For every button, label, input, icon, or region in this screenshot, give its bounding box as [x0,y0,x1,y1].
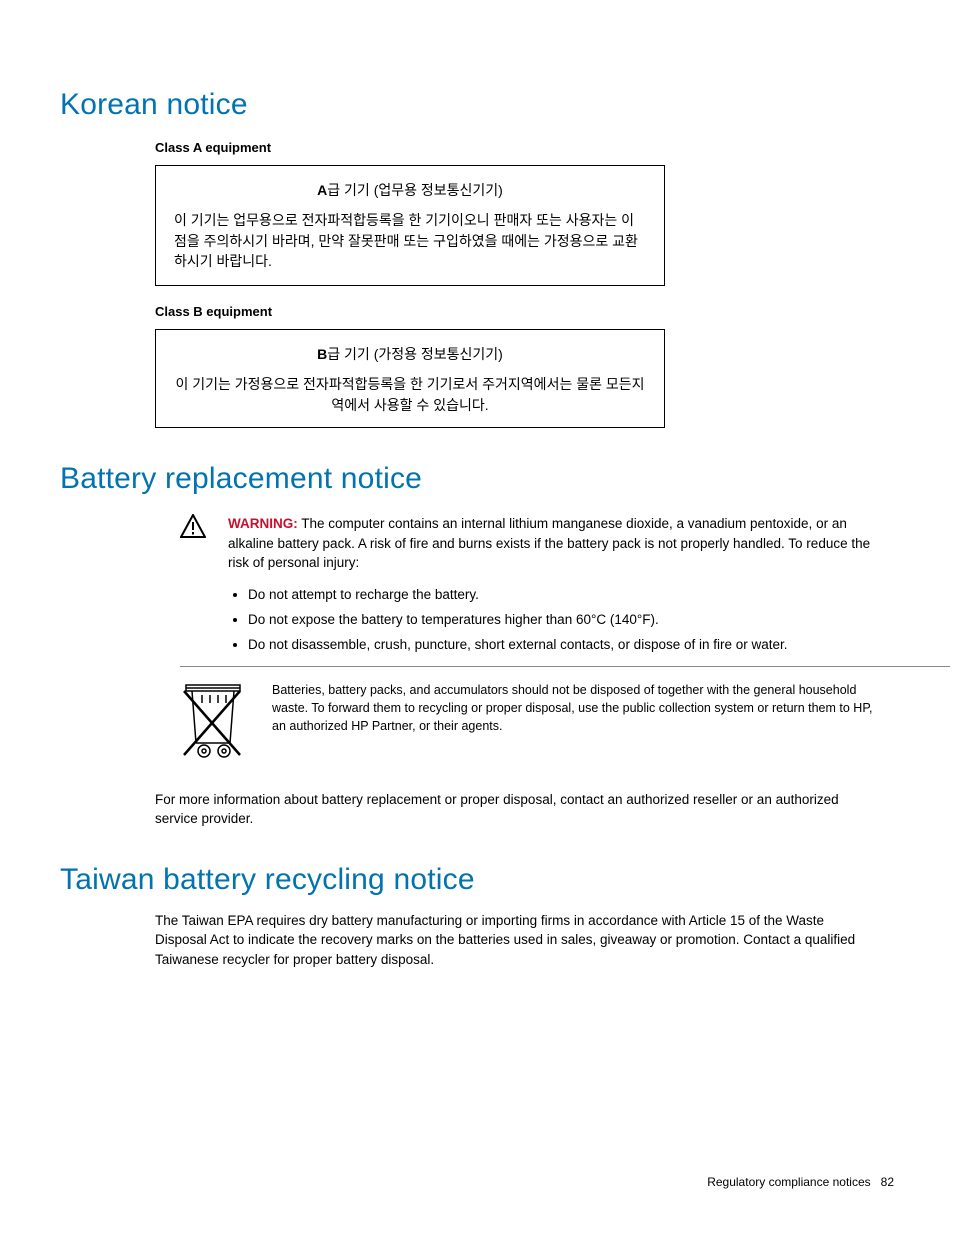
heading-taiwan-recycling: Taiwan battery recycling notice [60,863,894,897]
disposal-text: Batteries, battery packs, and accumulato… [272,681,874,768]
korean-class-b-body: 이 기기는 가정용으로 전자파적합등록을 한 기기로서 주거지역에서는 물론 모… [174,374,646,415]
bullet-item: Do not disassemble, crush, puncture, sho… [248,633,874,658]
footer-section: Regulatory compliance notices [707,1175,870,1189]
korean-class-b-rest: 급 기기 (가정용 정보통신기기) [327,346,503,362]
heading-korean-notice: Korean notice [60,88,894,122]
korean-class-a-rest: 급 기기 (업무용 정보통신기기) [327,182,503,198]
more-info-text: For more information about battery repla… [155,790,894,829]
korean-class-a-title: A급 기기 (업무용 정보통신기기) [174,180,646,200]
taiwan-body-text: The Taiwan EPA requires dry battery manu… [155,911,894,970]
bullet-item: Do not expose the battery to temperature… [248,608,874,633]
label-class-b: Class B equipment [155,304,894,319]
korean-class-b-box: B급 기기 (가정용 정보통신기기) 이 기기는 가정용으로 전자파적합등록을 … [155,329,665,428]
warning-block: WARNING: The computer contains an intern… [180,514,894,658]
warning-body: The computer contains an internal lithiu… [228,516,870,570]
bullet-item: Do not attempt to recharge the battery. [248,583,874,608]
warning-text: WARNING: The computer contains an intern… [228,514,894,658]
korean-class-a-body: 이 기기는 업무용으로 전자파적합등록을 한 기기이오니 판매자 또는 사용자는… [174,210,646,271]
korean-class-b-title: B급 기기 (가정용 정보통신기기) [174,344,646,364]
heading-battery-replacement: Battery replacement notice [60,462,894,496]
warning-label: WARNING: [228,516,298,531]
footer-page-number: 82 [881,1175,894,1189]
crossed-bin-icon [180,681,248,768]
page-footer: Regulatory compliance notices 82 [707,1175,894,1189]
label-class-a: Class A equipment [155,140,894,155]
divider [180,666,950,667]
warning-icon [180,514,208,658]
disposal-row: Batteries, battery packs, and accumulato… [180,681,894,768]
korean-class-b-prefix: B [317,346,327,362]
korean-class-a-box: A급 기기 (업무용 정보통신기기) 이 기기는 업무용으로 전자파적합등록을 … [155,165,665,286]
korean-class-a-prefix: A [317,182,327,198]
warning-bullets: Do not attempt to recharge the battery. … [248,583,874,658]
